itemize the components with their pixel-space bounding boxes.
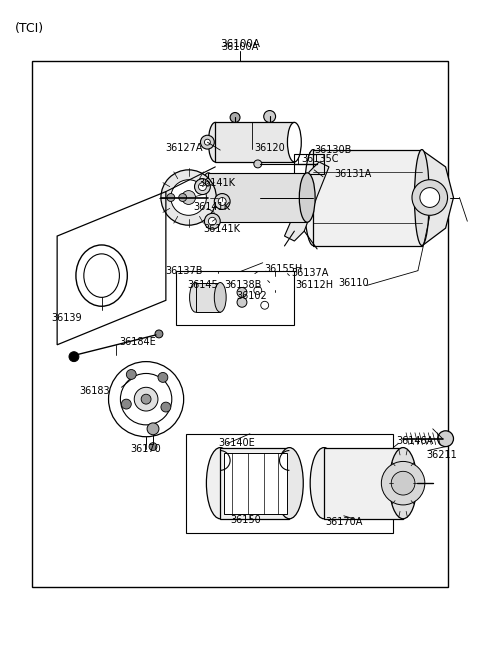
Text: 36110: 36110: [338, 278, 369, 288]
Ellipse shape: [310, 447, 338, 519]
Circle shape: [420, 187, 440, 208]
Circle shape: [214, 194, 230, 210]
Bar: [208, 173, 307, 222]
Circle shape: [391, 472, 415, 495]
Circle shape: [149, 443, 157, 451]
Ellipse shape: [414, 149, 429, 246]
Text: 36100A: 36100A: [220, 39, 260, 49]
Text: 36141K: 36141K: [198, 178, 235, 188]
Circle shape: [438, 431, 454, 447]
Text: 36183: 36183: [79, 386, 109, 396]
Text: 36141K: 36141K: [203, 224, 240, 234]
Text: 36184E: 36184E: [120, 337, 156, 347]
Ellipse shape: [300, 173, 315, 222]
Text: 36137B: 36137B: [165, 266, 203, 276]
Ellipse shape: [389, 447, 417, 519]
Text: 36146A: 36146A: [396, 436, 433, 445]
Text: 36155H: 36155H: [264, 264, 303, 274]
Circle shape: [182, 191, 195, 204]
Circle shape: [179, 194, 187, 202]
Ellipse shape: [190, 282, 202, 312]
Circle shape: [218, 198, 226, 206]
Text: 36140E: 36140E: [218, 438, 255, 447]
Circle shape: [167, 194, 175, 202]
Polygon shape: [285, 162, 329, 241]
Text: 36138B: 36138B: [224, 280, 262, 290]
Text: 36139: 36139: [51, 313, 82, 323]
Ellipse shape: [288, 122, 301, 162]
Text: 36141K: 36141K: [193, 202, 230, 212]
Polygon shape: [422, 150, 454, 246]
Circle shape: [155, 330, 163, 338]
Bar: [195, 282, 220, 312]
Ellipse shape: [276, 447, 303, 519]
Circle shape: [204, 214, 220, 229]
Text: 36170: 36170: [131, 443, 161, 453]
Bar: [186, 434, 393, 533]
Circle shape: [254, 286, 262, 294]
Circle shape: [237, 297, 247, 307]
Text: 36131A: 36131A: [334, 169, 371, 179]
Text: 36130B: 36130B: [314, 145, 351, 155]
Circle shape: [171, 179, 206, 215]
Circle shape: [69, 352, 79, 362]
Ellipse shape: [208, 122, 222, 162]
Text: 36170A: 36170A: [325, 517, 362, 527]
Circle shape: [204, 140, 210, 145]
Circle shape: [261, 301, 269, 309]
Text: 36211: 36211: [426, 449, 456, 460]
Text: 36150: 36150: [230, 515, 261, 525]
Circle shape: [194, 179, 210, 195]
Circle shape: [208, 217, 216, 225]
Circle shape: [161, 170, 216, 225]
Circle shape: [230, 113, 240, 122]
Bar: [224, 453, 288, 514]
Text: 36112H: 36112H: [295, 280, 334, 290]
Bar: [216, 122, 294, 162]
Circle shape: [201, 135, 214, 149]
Text: 36127A: 36127A: [165, 143, 203, 153]
Circle shape: [254, 160, 262, 168]
Text: (TCI): (TCI): [14, 22, 44, 35]
Text: 36137A: 36137A: [291, 268, 329, 278]
Circle shape: [121, 399, 131, 409]
Circle shape: [147, 423, 159, 435]
Ellipse shape: [201, 173, 216, 222]
Text: 36145: 36145: [188, 280, 218, 290]
Text: 36135C: 36135C: [301, 154, 339, 164]
Ellipse shape: [304, 149, 322, 246]
Circle shape: [141, 394, 151, 404]
Circle shape: [126, 369, 136, 379]
Text: 36120: 36120: [254, 143, 285, 153]
Text: 36100A: 36100A: [221, 43, 259, 52]
Text: 36102: 36102: [236, 291, 267, 301]
Bar: [313, 150, 422, 246]
Circle shape: [237, 288, 247, 297]
Circle shape: [134, 387, 158, 411]
Ellipse shape: [206, 447, 234, 519]
Bar: [33, 61, 447, 587]
Circle shape: [264, 111, 276, 122]
Bar: [294, 154, 324, 174]
Bar: [220, 447, 289, 519]
Circle shape: [158, 373, 168, 383]
Circle shape: [412, 179, 447, 215]
Circle shape: [161, 402, 171, 412]
Circle shape: [199, 183, 206, 191]
Bar: [324, 447, 403, 519]
Ellipse shape: [214, 282, 226, 312]
Bar: [176, 271, 294, 325]
Circle shape: [381, 461, 425, 505]
